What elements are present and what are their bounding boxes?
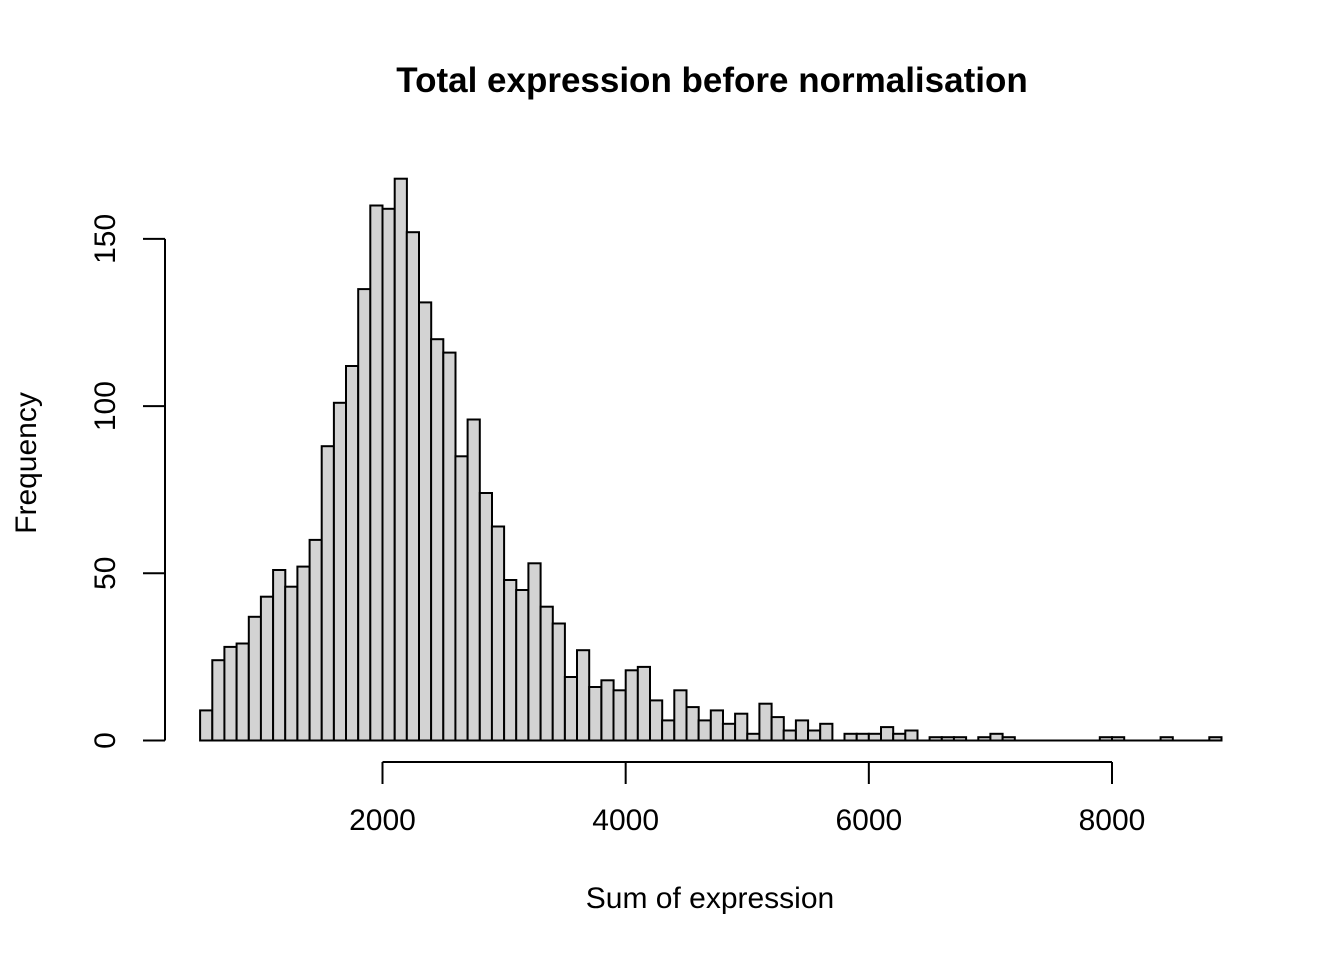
histogram-bar (223, 645, 238, 742)
histogram-bar (211, 659, 226, 742)
histogram-bar (649, 699, 664, 742)
histogram-bar (405, 231, 420, 742)
chart-title: Total expression before normalisation (396, 61, 1027, 100)
histogram-bar (880, 726, 895, 742)
y-tick-label: 0 (89, 732, 122, 749)
histogram-bar (1111, 736, 1126, 742)
histogram-bar (673, 689, 688, 742)
histogram-bar (247, 615, 263, 742)
histogram-bar (600, 679, 615, 742)
histogram-bar (442, 351, 457, 742)
histogram-bar (539, 605, 554, 742)
histogram-bar (1098, 736, 1114, 742)
histogram-bar (345, 365, 360, 742)
histogram-bar (527, 562, 542, 742)
histogram-bar (867, 732, 882, 742)
histogram-bar (588, 686, 603, 742)
histogram-bar (697, 719, 712, 742)
histogram-bar (940, 736, 955, 742)
histogram-bar (709, 709, 724, 742)
histogram-bar (855, 732, 870, 742)
histogram-bar (503, 579, 518, 742)
histogram-bar (624, 669, 639, 742)
histogram-bar (636, 665, 651, 742)
histogram-bar (952, 736, 968, 742)
histogram-bar (430, 338, 445, 742)
y-tick-label: 150 (89, 214, 122, 264)
histogram-bar (454, 455, 469, 742)
y-axis-title: Frequency (10, 392, 43, 534)
histogram-bar (612, 689, 627, 742)
histogram-bar (284, 585, 299, 742)
histogram-bar (721, 722, 737, 742)
histogram-bar (843, 732, 858, 742)
x-tick-label: 8000 (1079, 804, 1146, 837)
histogram-bar (685, 706, 700, 742)
x-axis: 2000 4000 6000 8000 (349, 761, 1146, 837)
x-tick-label: 2000 (349, 804, 416, 837)
x-tick-label: 6000 (835, 804, 902, 837)
histogram-bar (296, 565, 311, 742)
histogram-bar (235, 642, 250, 742)
x-axis-title: Sum of expression (586, 882, 834, 915)
histogram-bar (1001, 736, 1016, 742)
histogram-bar (393, 177, 408, 742)
histogram-bar (576, 649, 591, 742)
histogram-bar (418, 301, 433, 742)
histogram-bar (807, 729, 822, 742)
histogram-bar (1208, 736, 1223, 742)
histogram-bar (357, 288, 372, 742)
histogram-bar (199, 709, 214, 742)
histogram-bar (734, 712, 749, 742)
histogram-bar (478, 492, 493, 742)
histogram-bar (819, 722, 834, 742)
y-tick-label: 50 (89, 557, 122, 590)
histogram-bar (332, 401, 348, 742)
histogram-bar (989, 732, 1004, 742)
histogram-bar (758, 702, 773, 742)
histogram-bar (466, 418, 481, 742)
histogram-bar (369, 204, 384, 742)
histogram-bar (770, 716, 785, 742)
histogram-bar (515, 589, 530, 742)
histogram-bar (794, 719, 810, 742)
histogram-bar (928, 736, 943, 742)
y-tick-label: 100 (89, 381, 122, 431)
histogram-bar (320, 445, 335, 742)
histogram-bar (308, 538, 323, 742)
histogram-bar (977, 736, 992, 742)
histogram-bar (381, 207, 396, 742)
histogram-bar (272, 569, 287, 742)
x-tick-label: 4000 (592, 804, 659, 837)
histogram-bar (746, 732, 761, 742)
histogram-bar (551, 622, 566, 742)
histogram-bar (892, 732, 907, 742)
histogram-bar (259, 595, 275, 742)
histogram-bar (904, 729, 919, 742)
histogram-bars-group (199, 177, 1223, 742)
y-axis: 0 50 100 150 (89, 214, 166, 749)
histogram-bar (490, 525, 506, 742)
histogram-bar (1159, 736, 1174, 742)
histogram-bar (661, 719, 676, 742)
histogram-bar (782, 729, 797, 742)
histogram-bar (563, 676, 579, 742)
